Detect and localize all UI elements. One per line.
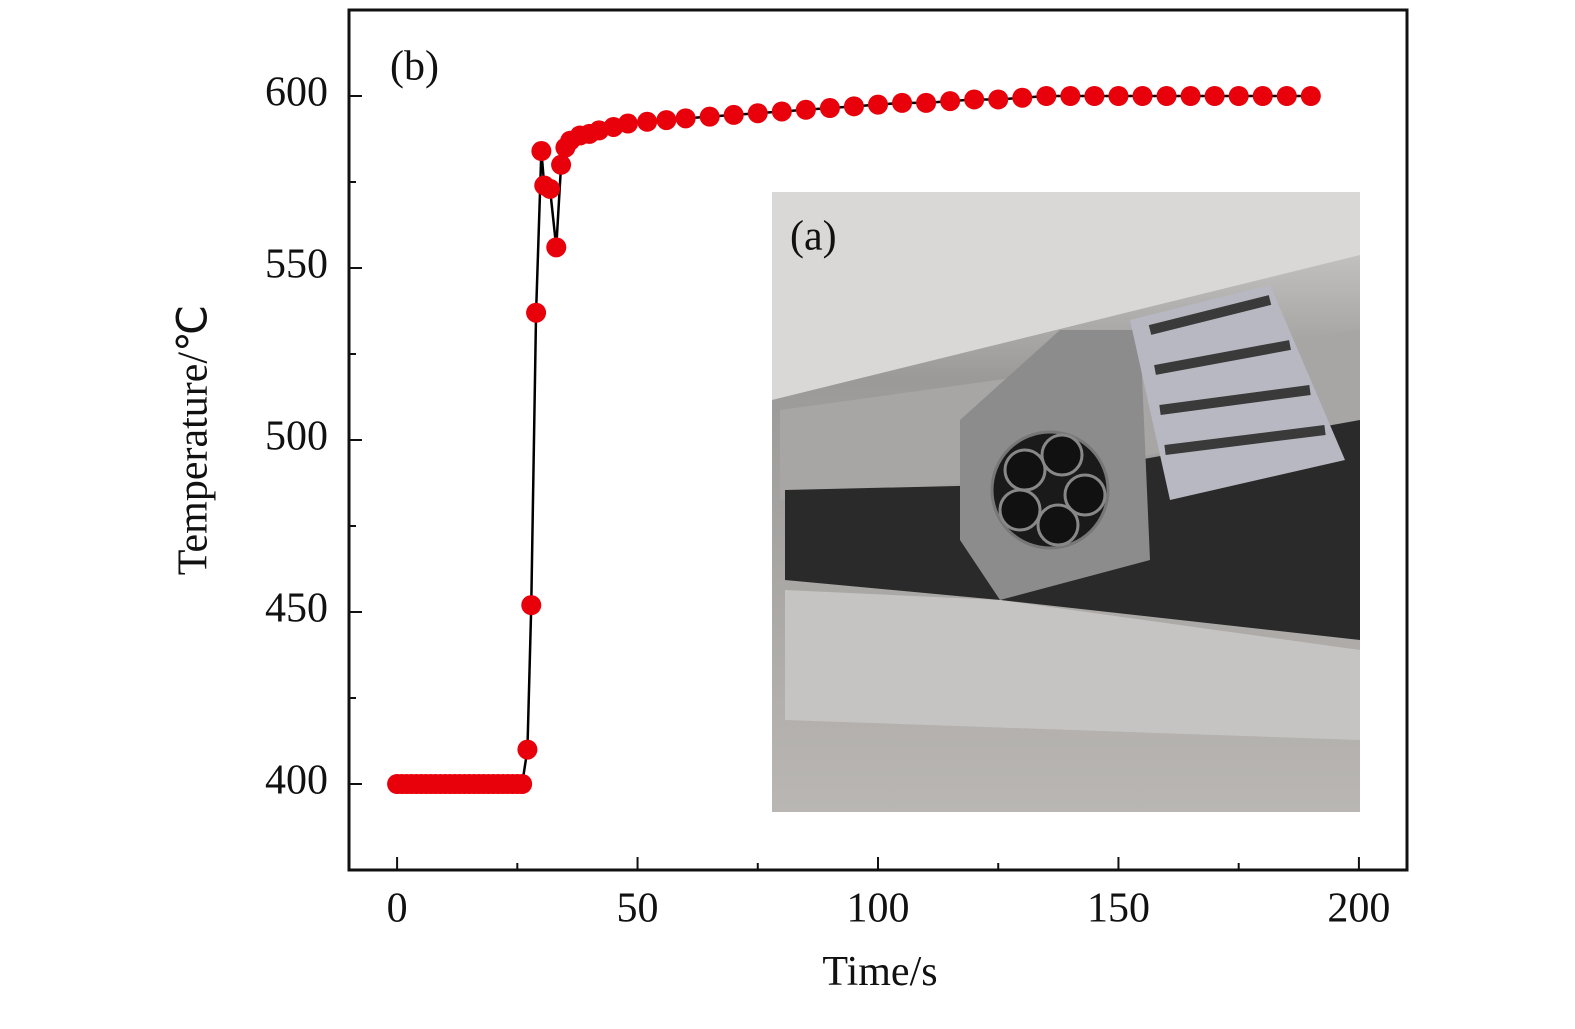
y-tick-label: 400 [265, 758, 328, 804]
data-point [675, 108, 696, 129]
data-point [526, 302, 547, 323]
data-point [819, 98, 840, 119]
data-point [1132, 86, 1153, 106]
data-point [1108, 86, 1129, 106]
data-point [1300, 86, 1321, 106]
data-point [868, 94, 888, 115]
data-point [1204, 86, 1225, 106]
data-point [771, 101, 792, 122]
data-point [551, 154, 572, 175]
data-point [1084, 86, 1105, 106]
x-tick-label: 50 [617, 886, 659, 932]
x-axis-label: Time/s [822, 949, 937, 995]
data-point [1156, 86, 1177, 106]
data-point [540, 178, 561, 199]
data-point [843, 96, 864, 117]
data-point [512, 774, 533, 794]
y-tick-label: 600 [265, 70, 328, 116]
data-point [699, 106, 720, 127]
data-point [531, 141, 552, 162]
y-tick-label: 550 [265, 242, 328, 288]
y-tick-label: 450 [265, 586, 328, 632]
data-point [517, 739, 538, 760]
data-point [964, 89, 985, 110]
y-tick-label: 500 [265, 414, 328, 460]
data-point [747, 103, 768, 124]
data-point [1252, 86, 1273, 106]
data-point [1036, 86, 1057, 106]
data-point [617, 113, 638, 134]
data-point [916, 92, 937, 113]
data-point [988, 89, 1009, 110]
data-point [940, 91, 961, 112]
data-point [1012, 87, 1033, 108]
x-tick-label: 200 [1327, 886, 1390, 932]
y-axis-label: Temperature/℃ [171, 305, 217, 575]
panel-label: (b) [390, 44, 439, 90]
data-point [795, 99, 816, 120]
data-point [546, 237, 567, 258]
inset-label: (a) [790, 214, 837, 260]
x-tick-label: 0 [387, 886, 408, 932]
data-point [1060, 86, 1081, 106]
data-point [1276, 86, 1297, 106]
inset-photo [772, 192, 1360, 812]
data-point [637, 111, 658, 132]
data-point [892, 92, 913, 113]
x-tick-label: 150 [1087, 886, 1150, 932]
data-point [521, 595, 542, 616]
data-point [656, 110, 677, 131]
data-point [1228, 86, 1249, 106]
x-tick-label: 100 [847, 886, 910, 932]
data-point [1180, 86, 1201, 106]
data-point [723, 104, 744, 125]
